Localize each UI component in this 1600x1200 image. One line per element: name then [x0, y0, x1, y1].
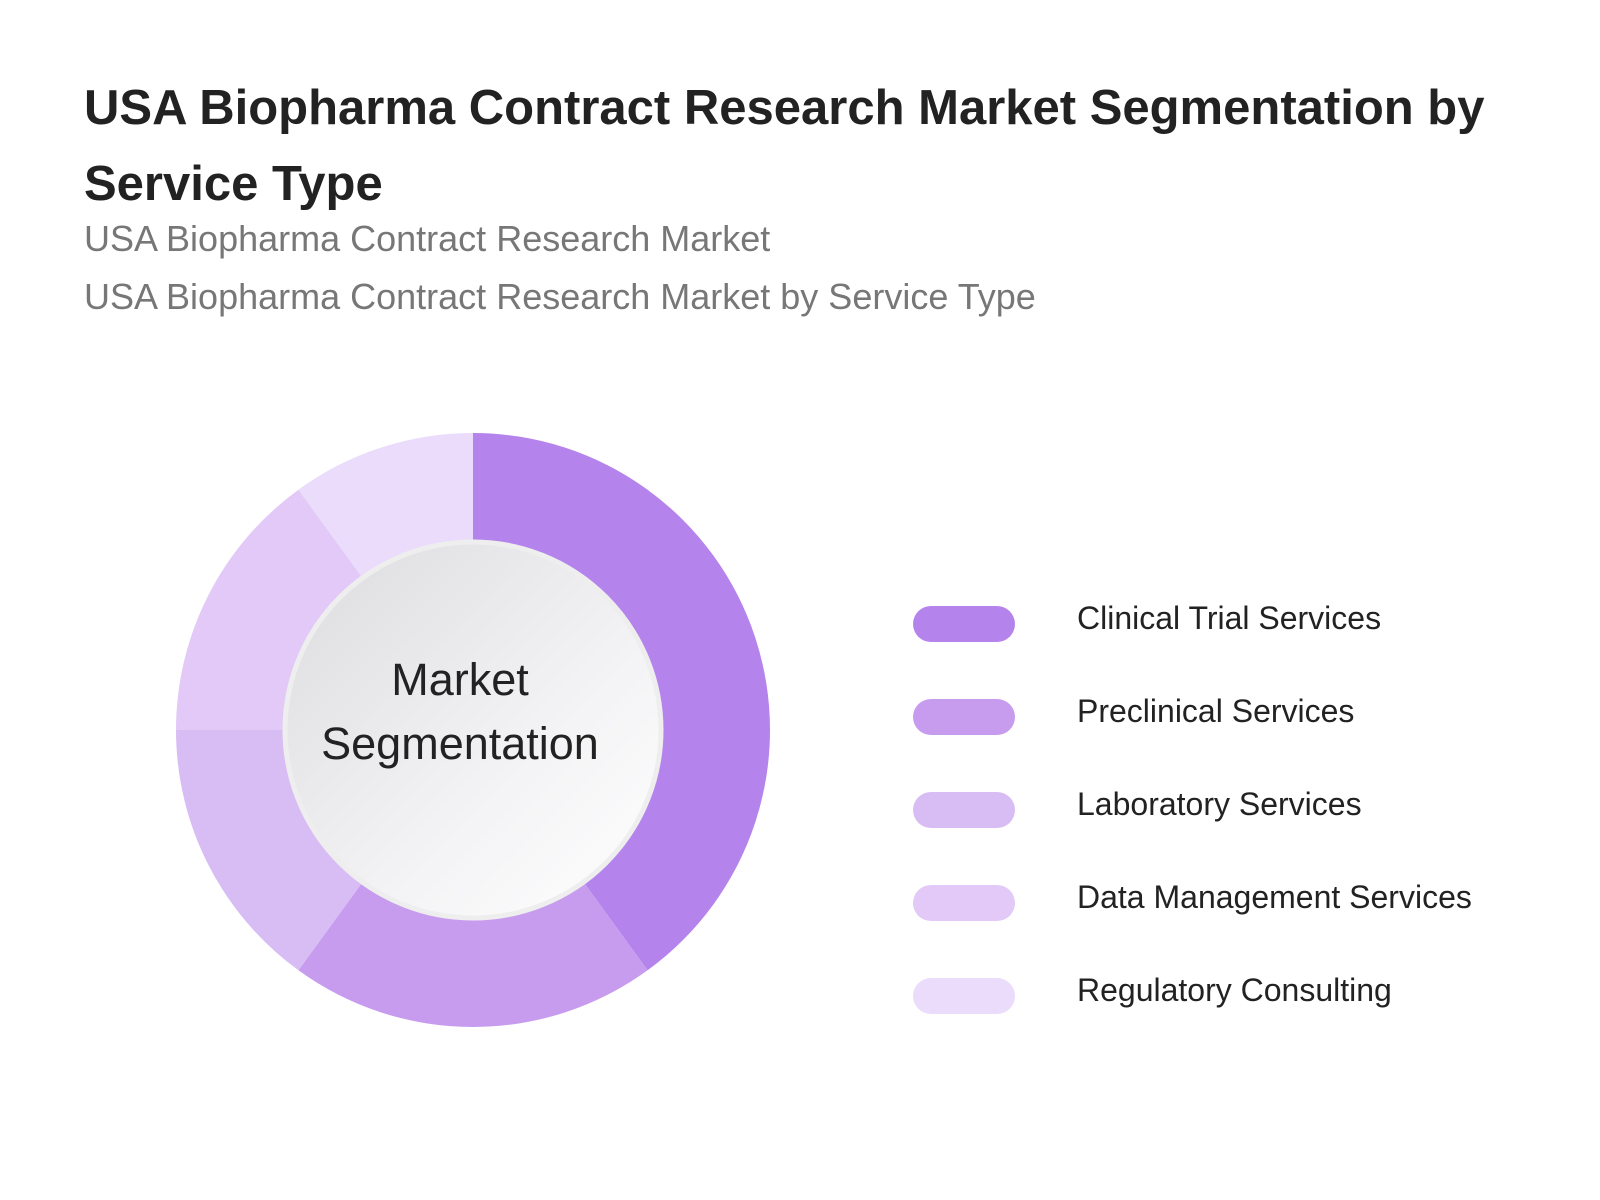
- slice-regulatory-consulting[interactable]: [298, 433, 473, 581]
- slice-preclinical-services[interactable]: [298, 879, 648, 1027]
- legend-swatch: [913, 885, 1015, 921]
- legend-item-preclinical-services[interactable]: Preclinical Services: [913, 683, 1553, 776]
- subtitle-by-service-type: USA Biopharma Contract Research Market b…: [84, 276, 1036, 317]
- legend-label: Laboratory Services: [1077, 786, 1362, 822]
- center-circle: [282, 539, 664, 921]
- legend-label: Clinical Trial Services: [1077, 600, 1382, 636]
- slice-data-management-services[interactable]: [176, 489, 365, 730]
- legend-item-clinical-trial-services[interactable]: Clinical Trial Services: [913, 590, 1553, 683]
- legend-swatch: [913, 699, 1015, 735]
- legend-label: Regulatory Consulting: [1077, 972, 1392, 1008]
- legend-swatch: [913, 792, 1015, 828]
- legend: Clinical Trial Services Preclinical Serv…: [913, 590, 1553, 1055]
- subtitle-market: USA Biopharma Contract Research Market: [84, 218, 771, 259]
- slice-clinical-trial-services[interactable]: [473, 433, 770, 971]
- chart-title: USA Biopharma Contract Research Market S…: [84, 81, 1485, 211]
- legend-label: Preclinical Services: [1077, 693, 1355, 729]
- slice-laboratory-services[interactable]: [176, 730, 365, 971]
- legend-swatch: [913, 606, 1015, 642]
- legend-item-data-management-services[interactable]: Data Management Services: [913, 869, 1553, 962]
- donut-slices: [176, 433, 770, 1027]
- legend-label: Data Management Services: [1077, 879, 1472, 915]
- center-label: Market Segmentation: [321, 654, 599, 769]
- legend-swatch: [913, 978, 1015, 1014]
- legend-item-regulatory-consulting[interactable]: Regulatory Consulting: [913, 962, 1553, 1055]
- legend-item-laboratory-services[interactable]: Laboratory Services: [913, 776, 1553, 869]
